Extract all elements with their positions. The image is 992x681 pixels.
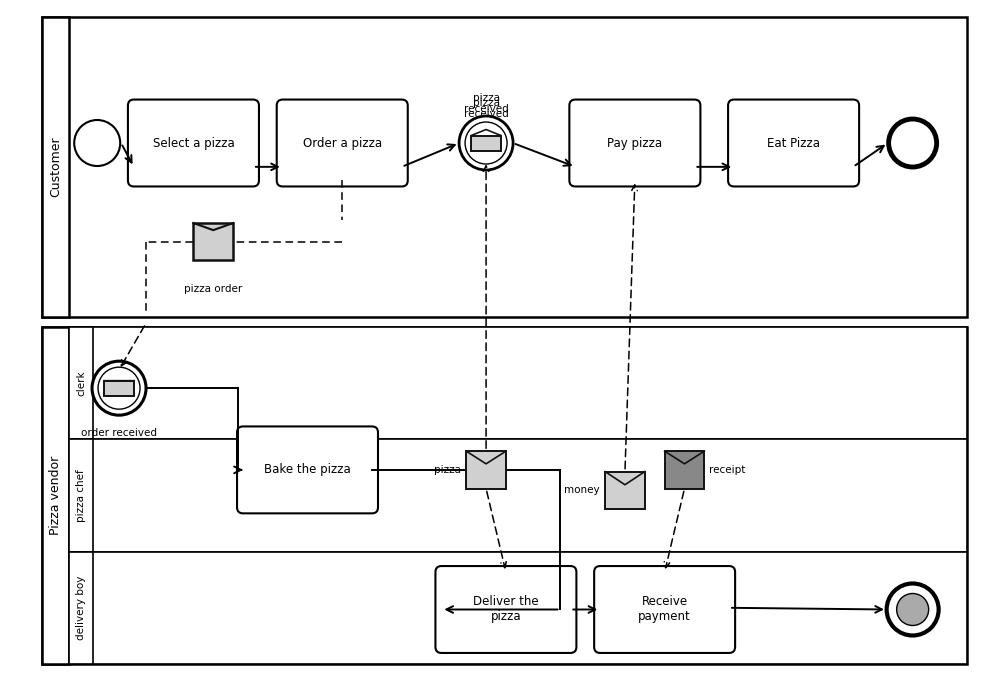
Text: Deliver the
pizza: Deliver the pizza (473, 595, 539, 624)
FancyBboxPatch shape (42, 327, 967, 664)
FancyBboxPatch shape (69, 439, 93, 552)
Circle shape (889, 119, 936, 167)
FancyBboxPatch shape (69, 327, 967, 439)
Text: pizza chef: pizza chef (76, 469, 86, 522)
FancyBboxPatch shape (237, 426, 378, 513)
Circle shape (92, 361, 146, 415)
Text: order received: order received (81, 428, 157, 438)
Polygon shape (466, 452, 506, 489)
FancyBboxPatch shape (435, 566, 576, 653)
FancyBboxPatch shape (69, 327, 93, 439)
Circle shape (74, 120, 120, 166)
Text: pizza
received: pizza received (463, 98, 509, 119)
Text: receipt: receipt (709, 465, 746, 475)
Polygon shape (104, 381, 134, 396)
FancyBboxPatch shape (594, 566, 735, 653)
Text: clerk: clerk (76, 370, 86, 396)
Circle shape (897, 594, 929, 625)
FancyBboxPatch shape (69, 552, 967, 664)
Circle shape (98, 367, 140, 409)
Circle shape (465, 122, 507, 164)
Circle shape (459, 116, 513, 170)
FancyBboxPatch shape (42, 17, 69, 317)
Text: Customer: Customer (49, 136, 62, 197)
Text: pizza: pizza (434, 465, 461, 475)
FancyBboxPatch shape (569, 99, 700, 187)
Text: Bake the pizza: Bake the pizza (264, 463, 351, 477)
Text: money: money (564, 486, 600, 495)
FancyBboxPatch shape (42, 327, 69, 664)
Text: Eat Pizza: Eat Pizza (767, 136, 820, 150)
FancyBboxPatch shape (69, 439, 967, 552)
FancyBboxPatch shape (42, 17, 967, 317)
Text: Pizza vendor: Pizza vendor (49, 456, 62, 535)
FancyBboxPatch shape (69, 552, 93, 664)
Text: pizza order: pizza order (185, 284, 242, 294)
Polygon shape (605, 471, 645, 509)
Polygon shape (193, 223, 233, 261)
Text: Order a pizza: Order a pizza (303, 136, 382, 150)
FancyBboxPatch shape (728, 99, 859, 187)
FancyBboxPatch shape (277, 99, 408, 187)
Text: Receive
payment: Receive payment (638, 595, 691, 624)
Text: delivery boy: delivery boy (76, 575, 86, 640)
FancyBboxPatch shape (128, 99, 259, 187)
Text: Pay pizza: Pay pizza (607, 136, 663, 150)
Polygon shape (665, 452, 704, 489)
Text: pizza
received: pizza received (463, 93, 509, 114)
Text: Select a pizza: Select a pizza (153, 136, 234, 150)
Polygon shape (471, 136, 501, 151)
Circle shape (887, 584, 938, 635)
